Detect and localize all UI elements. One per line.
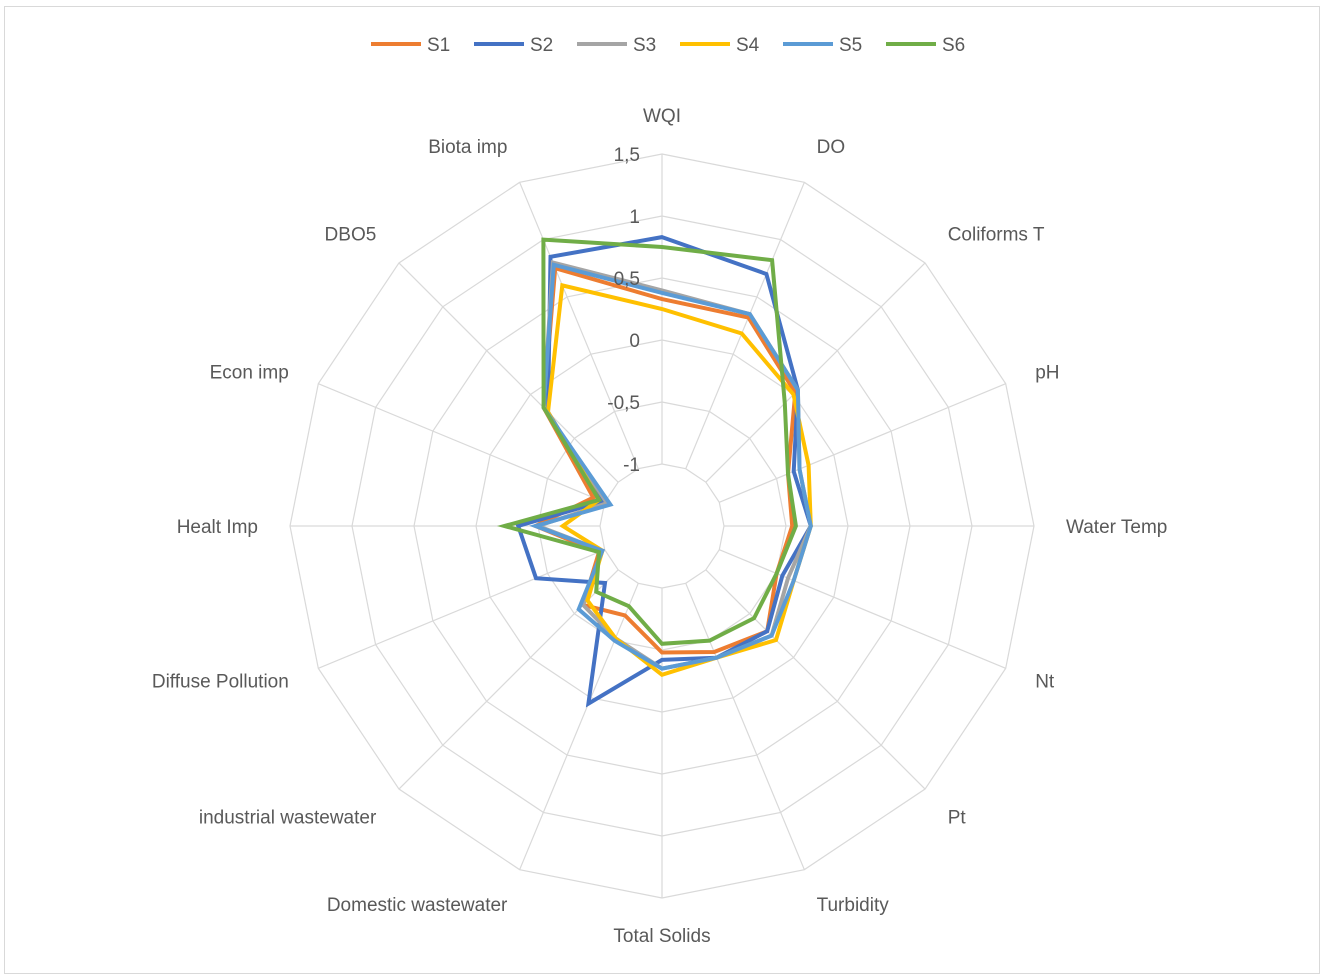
grid-spoke-coliforms-t: [705, 262, 926, 483]
grid: [289, 153, 1035, 899]
axis-label-domestic-wastewater: Domestic wastewater: [327, 895, 508, 916]
tick-label-5: 1,5: [614, 145, 640, 166]
tick-label-4: 1: [629, 207, 640, 228]
series-line-s6: [496, 237, 798, 646]
axis-label-econ-imp: Econ imp: [210, 362, 289, 383]
axis-label-water-temp: Water Temp: [1066, 517, 1167, 538]
series-lines: [496, 235, 813, 708]
axis-label-turbidity: Turbidity: [817, 895, 890, 916]
axis-label-healt-imp: Healt Imp: [177, 517, 258, 538]
grid-spoke-dbo5: [398, 262, 619, 483]
tick-label-1: -0,5: [607, 393, 640, 414]
axis-label-pt: Pt: [948, 808, 967, 829]
tick-label-0: -1: [623, 455, 640, 476]
axis-label-wqi: WQI: [643, 106, 681, 127]
grid-spoke-econ-imp: [318, 383, 605, 503]
grid-spoke-biota-imp: [519, 182, 639, 469]
axis-label-diffuse-pollution: Diffuse Pollution: [152, 672, 289, 693]
grid-spoke-pt: [705, 569, 926, 790]
legend-label-s3: S3: [633, 35, 656, 56]
tick-label-2: 0: [629, 331, 640, 352]
axis-label-biota-imp: Biota imp: [428, 137, 507, 158]
grid-spoke-diffuse-pollution: [318, 549, 605, 669]
axis-labels: WQI DO Coliforms T pH Water Temp Nt Pt Turbidit…: [152, 106, 1168, 947]
axis-label-coliforms-t: Coliforms T: [948, 224, 1045, 245]
legend-label-s6: S6: [942, 35, 965, 56]
series-line-s2: [515, 235, 813, 708]
legend-label-s1: S1: [427, 35, 450, 56]
tick-label-3: 0,5: [614, 269, 640, 290]
axis-label-total-solids: Total Solids: [613, 926, 710, 947]
grid-spoke-domestic-wastewater: [519, 583, 639, 870]
series-line-s5: [529, 262, 813, 671]
legend-label-s5: S5: [839, 35, 862, 56]
legend-item-s2: S2: [474, 35, 553, 56]
grid-spoke-do: [685, 182, 805, 469]
axis-label-ph: pH: [1035, 362, 1059, 383]
tick-labels: -1 -0,5 0 0,5 1 1,5: [607, 145, 640, 476]
legend-item-s3: S3: [577, 35, 656, 56]
grid-spoke-nt: [719, 549, 1006, 669]
legend: S1 S2 S3 S4 S5 S6: [371, 35, 965, 56]
legend-item-s5: S5: [783, 35, 862, 56]
chart-frame: -1 -0,5 0 0,5 1 1,5 WQI DO Coliforms T pH Water T…: [4, 6, 1320, 974]
axis-label-do: DO: [817, 137, 846, 158]
legend-label-s4: S4: [736, 35, 760, 56]
grid-spoke-ph: [719, 383, 1006, 503]
legend-item-s4: S4: [680, 35, 760, 56]
legend-item-s1: S1: [371, 35, 450, 56]
legend-label-s2: S2: [530, 35, 553, 56]
radar-chart: -1 -0,5 0 0,5 1 1,5 WQI DO Coliforms T pH Water T…: [152, 35, 1168, 947]
axis-label-industrial-wastewater: industrial wastewater: [199, 808, 377, 829]
grid-spoke-turbidity: [685, 583, 805, 870]
grid-ring-0: [599, 463, 725, 589]
axis-label-nt: Nt: [1035, 672, 1055, 693]
series-line-s1: [530, 265, 798, 655]
axis-label-dbo5: DBO5: [325, 224, 377, 245]
legend-item-s6: S6: [886, 35, 965, 56]
